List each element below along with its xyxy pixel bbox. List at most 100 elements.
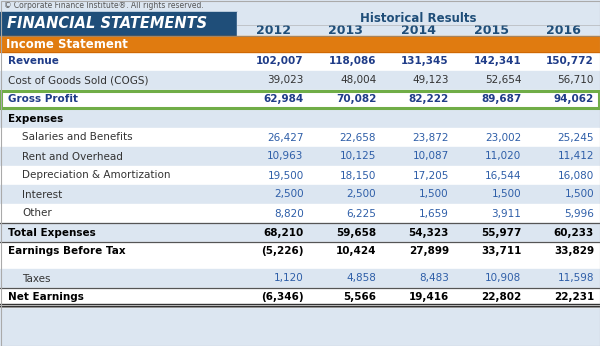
Text: 2016: 2016 <box>546 24 581 37</box>
Text: 142,341: 142,341 <box>473 56 521 66</box>
Bar <box>0 12 237 36</box>
Text: 56,710: 56,710 <box>557 75 594 85</box>
Text: 11,598: 11,598 <box>557 273 594 283</box>
Text: Depreciation & Amortization: Depreciation & Amortization <box>22 171 170 181</box>
Text: 19,500: 19,500 <box>268 171 304 181</box>
Text: 54,323: 54,323 <box>409 228 449 237</box>
Text: 131,345: 131,345 <box>401 56 449 66</box>
Text: 19,416: 19,416 <box>409 292 449 302</box>
Bar <box>0 288 600 307</box>
Text: 22,231: 22,231 <box>554 292 594 302</box>
Text: 10,908: 10,908 <box>485 273 521 283</box>
Text: Cost of Goods Sold (COGS): Cost of Goods Sold (COGS) <box>8 75 149 85</box>
Text: 6,225: 6,225 <box>346 209 376 219</box>
Text: Rent and Overhead: Rent and Overhead <box>22 152 123 162</box>
Text: FINANCIAL STATEMENTS: FINANCIAL STATEMENTS <box>7 17 207 31</box>
Text: 118,086: 118,086 <box>329 56 376 66</box>
Text: 102,007: 102,007 <box>256 56 304 66</box>
Text: Earnings Before Tax: Earnings Before Tax <box>8 246 125 256</box>
Text: 8,820: 8,820 <box>274 209 304 219</box>
Bar <box>0 0 600 12</box>
Text: 26,427: 26,427 <box>267 133 304 143</box>
Text: 82,222: 82,222 <box>409 94 449 104</box>
Text: 3,911: 3,911 <box>491 209 521 219</box>
Text: Expenses: Expenses <box>8 113 63 124</box>
Bar <box>0 52 600 71</box>
Text: 89,687: 89,687 <box>481 94 521 104</box>
Text: Taxes: Taxes <box>22 273 50 283</box>
Bar <box>0 166 600 185</box>
Text: 94,062: 94,062 <box>554 94 594 104</box>
Text: 33,829: 33,829 <box>554 246 594 256</box>
Text: 49,123: 49,123 <box>412 75 449 85</box>
Text: Interest: Interest <box>22 190 62 200</box>
Text: Historical Results: Historical Results <box>360 12 477 25</box>
Text: 2,500: 2,500 <box>274 190 304 200</box>
Bar <box>0 242 600 261</box>
Text: 55,977: 55,977 <box>481 228 521 237</box>
Text: (5,226): (5,226) <box>261 246 304 256</box>
Bar <box>0 185 600 204</box>
Text: 27,899: 27,899 <box>409 246 449 256</box>
Text: 62,984: 62,984 <box>263 94 304 104</box>
Text: 2013: 2013 <box>328 24 364 37</box>
Bar <box>0 223 600 242</box>
Text: 48,004: 48,004 <box>340 75 376 85</box>
Text: 18,150: 18,150 <box>340 171 376 181</box>
Text: Income Statement: Income Statement <box>6 37 128 51</box>
Text: 2,500: 2,500 <box>347 190 376 200</box>
Bar <box>0 204 600 223</box>
Bar <box>0 90 600 109</box>
Text: 5,566: 5,566 <box>343 292 376 302</box>
Text: 8,483: 8,483 <box>419 273 449 283</box>
Text: 2015: 2015 <box>473 24 509 37</box>
Text: Revenue: Revenue <box>8 56 59 66</box>
Bar <box>0 109 600 128</box>
Text: 2012: 2012 <box>256 24 291 37</box>
Text: 150,772: 150,772 <box>546 56 594 66</box>
Text: 10,963: 10,963 <box>267 152 304 162</box>
Text: 10,087: 10,087 <box>413 152 449 162</box>
Bar <box>0 269 600 288</box>
Text: 10,424: 10,424 <box>336 246 376 256</box>
Bar <box>0 128 600 147</box>
Text: 16,080: 16,080 <box>558 171 594 181</box>
Text: 16,544: 16,544 <box>485 171 521 181</box>
Text: 23,002: 23,002 <box>485 133 521 143</box>
Text: © Corporate Finance Institute®. All rights reserved.: © Corporate Finance Institute®. All righ… <box>4 1 204 10</box>
Text: 52,654: 52,654 <box>485 75 521 85</box>
Text: 25,245: 25,245 <box>557 133 594 143</box>
Bar <box>0 261 600 269</box>
Text: 1,120: 1,120 <box>274 273 304 283</box>
Bar <box>0 71 600 90</box>
Text: 5,996: 5,996 <box>564 209 594 219</box>
Text: 59,658: 59,658 <box>336 228 376 237</box>
Text: Salaries and Benefits: Salaries and Benefits <box>22 133 133 143</box>
Text: 2014: 2014 <box>401 24 436 37</box>
Text: Net Earnings: Net Earnings <box>8 292 84 302</box>
Text: 22,802: 22,802 <box>481 292 521 302</box>
Text: 1,500: 1,500 <box>565 190 594 200</box>
Text: 23,872: 23,872 <box>412 133 449 143</box>
Bar <box>1 91 599 108</box>
Text: Gross Profit: Gross Profit <box>8 94 78 104</box>
Bar <box>0 36 600 52</box>
Text: 11,020: 11,020 <box>485 152 521 162</box>
Text: 4,858: 4,858 <box>346 273 376 283</box>
Text: 68,210: 68,210 <box>263 228 304 237</box>
Text: 1,659: 1,659 <box>419 209 449 219</box>
Text: 1,500: 1,500 <box>492 190 521 200</box>
Text: 70,082: 70,082 <box>336 94 376 104</box>
Text: 1,500: 1,500 <box>419 190 449 200</box>
Bar <box>0 147 600 166</box>
Text: 33,711: 33,711 <box>481 246 521 256</box>
Bar <box>237 12 600 36</box>
Text: 10,125: 10,125 <box>340 152 376 162</box>
Text: 39,023: 39,023 <box>267 75 304 85</box>
Text: 60,233: 60,233 <box>554 228 594 237</box>
Text: 17,205: 17,205 <box>412 171 449 181</box>
Text: Total Expenses: Total Expenses <box>8 228 96 237</box>
Text: 11,412: 11,412 <box>557 152 594 162</box>
Text: Other: Other <box>22 209 52 219</box>
Text: 22,658: 22,658 <box>340 133 376 143</box>
